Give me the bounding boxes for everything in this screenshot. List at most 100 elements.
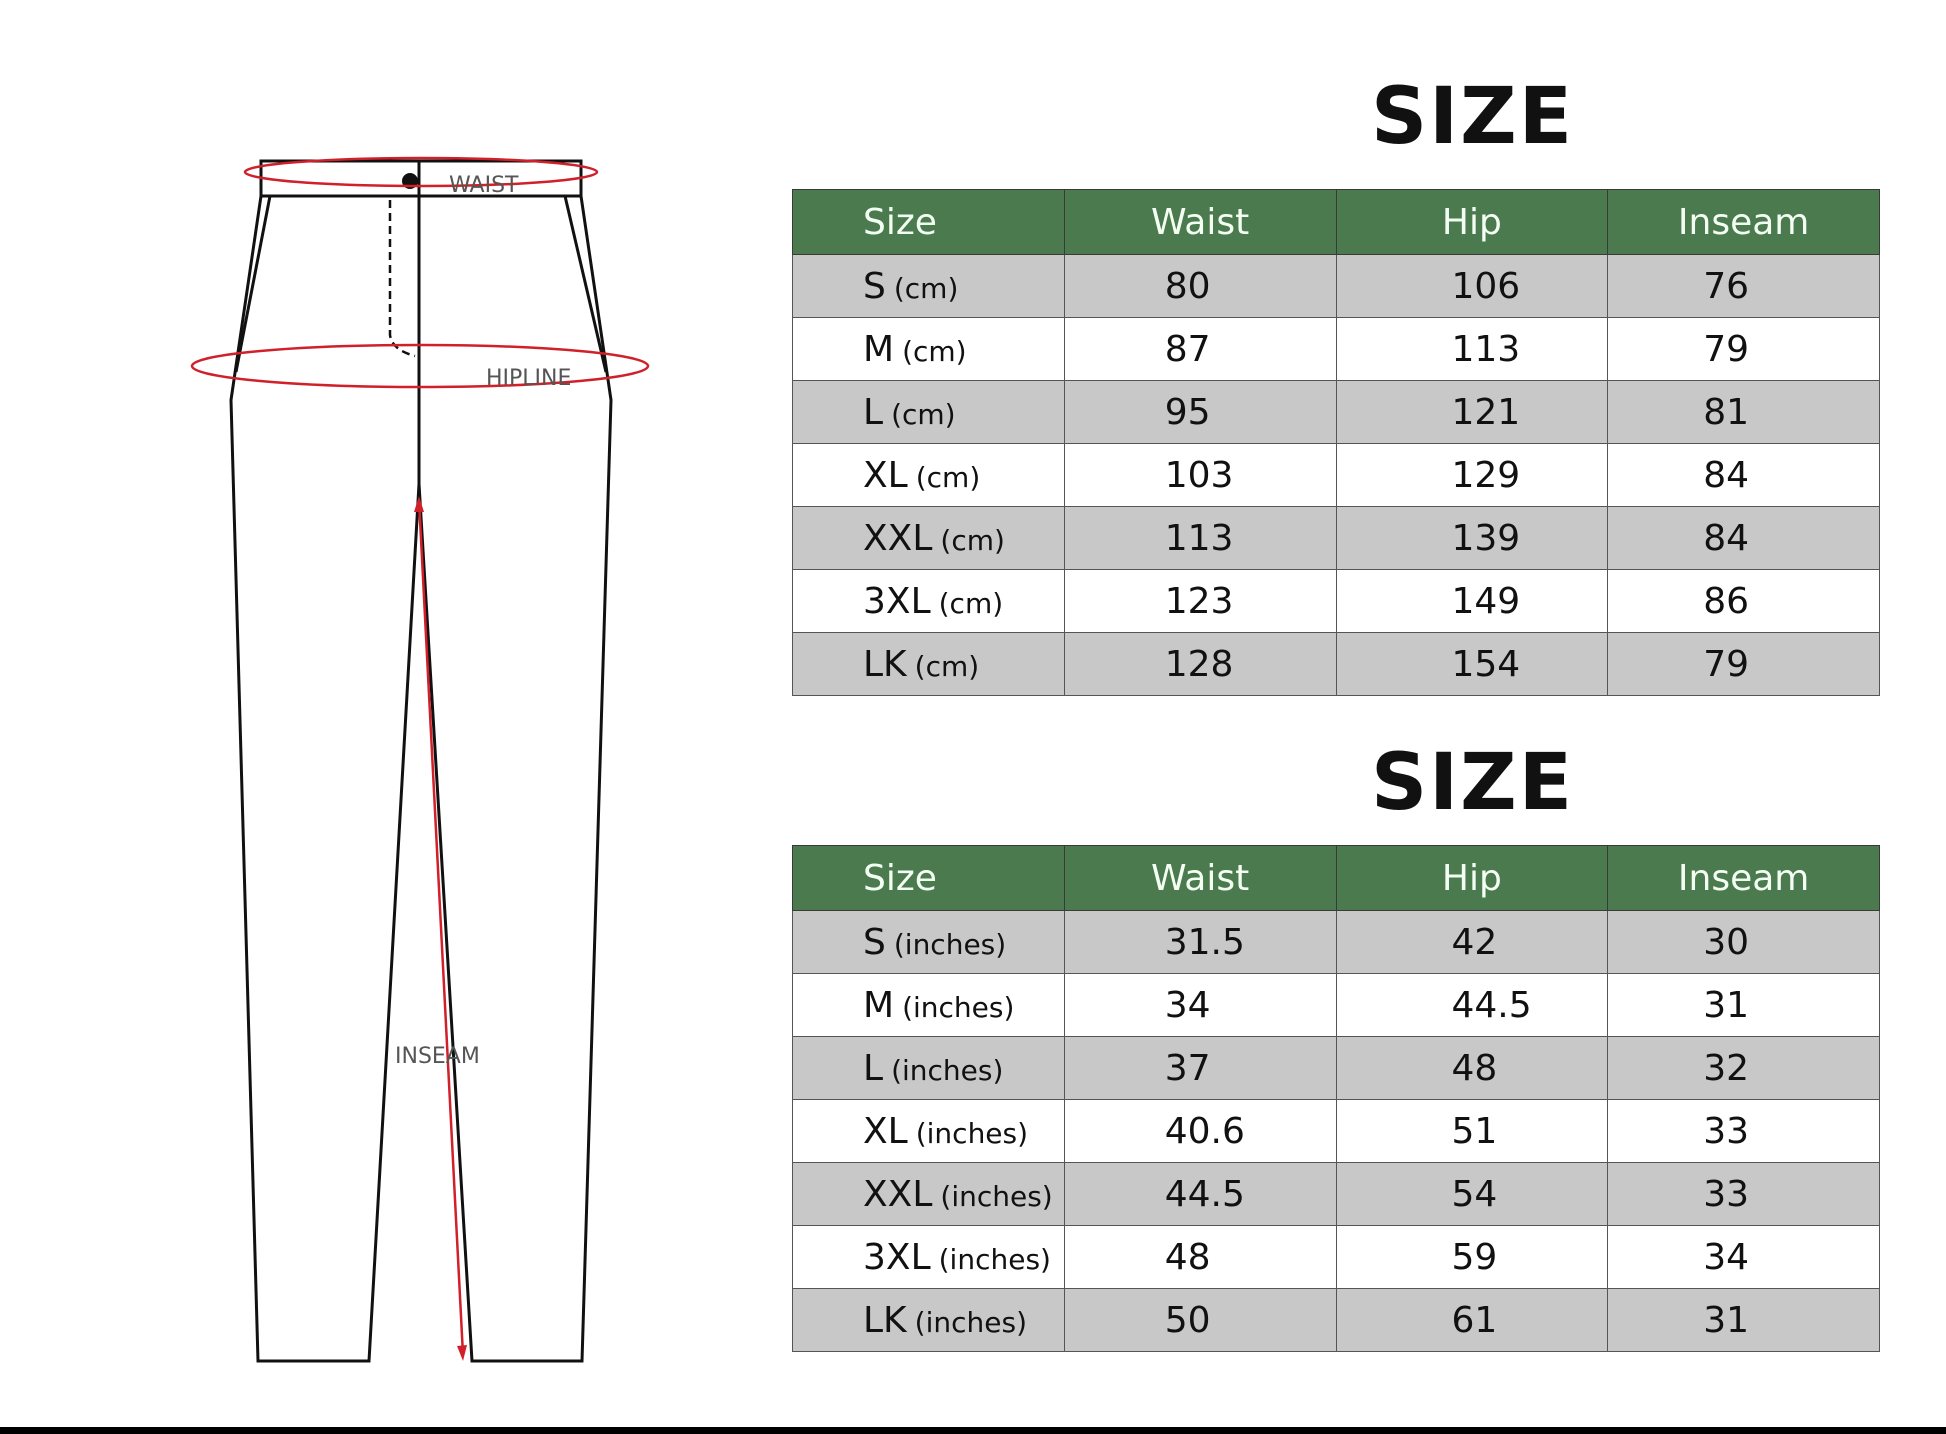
hip-cell: 59 (1335, 1225, 1609, 1289)
table-row: M (inches) 34 44.5 31 (792, 973, 1880, 1037)
unit: (cm) (891, 397, 956, 431)
table-row: 3XL (inches) 48 59 34 (792, 1225, 1880, 1289)
size-cell: M (cm) (792, 317, 1065, 381)
size-cell: L (inches) (792, 1036, 1065, 1100)
unit: (cm) (902, 334, 967, 368)
size-name: XXL (863, 1173, 933, 1215)
header-row: Size Waist Hip Inseam (792, 845, 1880, 911)
hip-cell: 54 (1335, 1162, 1609, 1226)
column-header: Inseam (1607, 845, 1880, 911)
unit: (inches) (902, 990, 1015, 1024)
column-header: Inseam (1607, 189, 1880, 255)
table-row: LK (inches) 50 61 31 (792, 1288, 1880, 1352)
size-name: LK (863, 643, 907, 685)
bottom-bar (0, 1427, 1946, 1434)
waist-cell: 34 (1063, 973, 1337, 1037)
waist-cell: 103 (1063, 443, 1337, 507)
waist-cell: 128 (1063, 632, 1337, 696)
unit: (inches) (938, 1242, 1051, 1276)
size-name: L (863, 1047, 884, 1089)
inseam-cell: 32 (1607, 1036, 1880, 1100)
column-header: Size (792, 189, 1065, 255)
hip-cell: 51 (1335, 1099, 1609, 1163)
size-name: S (863, 921, 886, 963)
waist-cell: 87 (1063, 317, 1337, 381)
size-table-inches: Size Waist Hip Inseam S (inches) 31.5 42 30 … (792, 845, 1880, 1352)
size-cell: XXL (cm) (792, 506, 1065, 570)
column-header: Size (792, 845, 1065, 911)
size-cell: LK (inches) (792, 1288, 1065, 1352)
waist-cell: 48 (1063, 1225, 1337, 1289)
inseam-cell: 79 (1607, 632, 1880, 696)
column-header: Hip (1335, 189, 1609, 255)
inseam-cell: 86 (1607, 569, 1880, 633)
table-row: 3XL (cm) 123 149 86 (792, 569, 1880, 633)
unit: (inches) (940, 1179, 1053, 1213)
size-name: XL (863, 1110, 908, 1152)
size-name: LK (863, 1299, 907, 1341)
size-cell: L (cm) (792, 380, 1065, 444)
hipline-label: HIPLINE (486, 366, 571, 391)
table-row: L (cm) 95 121 81 (792, 380, 1880, 444)
inseam-cell: 30 (1607, 910, 1880, 974)
size-cell: XL (inches) (792, 1099, 1065, 1163)
unit: (inches) (914, 1305, 1027, 1339)
unit: (inches) (915, 1116, 1029, 1150)
size-name: M (863, 984, 895, 1026)
size-name: 3XL (863, 580, 931, 622)
size-cell: XXL (inches) (792, 1162, 1065, 1226)
waist-label: WAIST (449, 173, 519, 198)
hip-cell: 113 (1335, 317, 1609, 381)
size-name: XXL (863, 517, 933, 559)
size-cell: S (cm) (792, 254, 1065, 318)
table-row: S (cm) 80 106 76 (792, 254, 1880, 318)
size-name: L (863, 391, 884, 433)
inseam-cell: 81 (1607, 380, 1880, 444)
inseam-cell: 76 (1607, 254, 1880, 318)
unit: (cm) (914, 649, 980, 683)
column-header: Waist (1063, 845, 1337, 911)
inseam-cell: 84 (1607, 506, 1880, 570)
size-cell: M (inches) (792, 973, 1065, 1037)
unit: (cm) (893, 271, 959, 305)
inseam-cell: 33 (1607, 1099, 1880, 1163)
table-row: XXL (cm) 113 139 84 (792, 506, 1880, 570)
size-cell: LK (cm) (792, 632, 1065, 696)
column-header: Hip (1335, 845, 1609, 911)
table-row: XL (inches) 40.6 51 33 (792, 1099, 1880, 1163)
hip-cell: 121 (1335, 380, 1609, 444)
waist-cell: 123 (1063, 569, 1337, 633)
hip-cell: 154 (1335, 632, 1609, 696)
inseam-cell: 34 (1607, 1225, 1880, 1289)
hip-cell: 44.5 (1335, 973, 1609, 1037)
hip-cell: 48 (1335, 1036, 1609, 1100)
hip-cell: 149 (1335, 569, 1609, 633)
inches-table-title: SIZE (1370, 738, 1575, 828)
waistband (259, 159, 583, 198)
hip-cell: 129 (1335, 443, 1609, 507)
inseam-cell: 84 (1607, 443, 1880, 507)
cm-table-title: SIZE (1370, 72, 1575, 162)
size-table-cm: Size Waist Hip Inseam S (cm) 80 106 76 M (cm)… (792, 189, 1880, 696)
inseam-cell: 33 (1607, 1162, 1880, 1226)
unit: (cm) (940, 523, 1005, 557)
table-row: L (inches) 37 48 32 (792, 1036, 1880, 1100)
hip-cell: 106 (1335, 254, 1609, 318)
waist-cell: 31.5 (1063, 910, 1337, 974)
unit: (inches) (893, 927, 1007, 961)
table-row: M (cm) 87 113 79 (792, 317, 1880, 381)
size-cell: 3XL (cm) (792, 569, 1065, 633)
size-cell: S (inches) (792, 910, 1065, 974)
size-name: 3XL (863, 1236, 931, 1278)
waist-cell: 44.5 (1063, 1162, 1337, 1226)
waist-cell: 37 (1063, 1036, 1337, 1100)
inseam-cell: 31 (1607, 973, 1880, 1037)
hip-cell: 139 (1335, 506, 1609, 570)
waist-measure-line (243, 156, 599, 188)
hip-measure-line (190, 343, 650, 389)
pants-diagram: WAIST HIPLINE INSEAM (190, 156, 650, 1363)
table-row: XXL (inches) 44.5 54 33 (792, 1162, 1880, 1226)
inseam-cell: 79 (1607, 317, 1880, 381)
table-row: S (inches) 31.5 42 30 (792, 910, 1880, 974)
size-name: S (863, 265, 886, 307)
